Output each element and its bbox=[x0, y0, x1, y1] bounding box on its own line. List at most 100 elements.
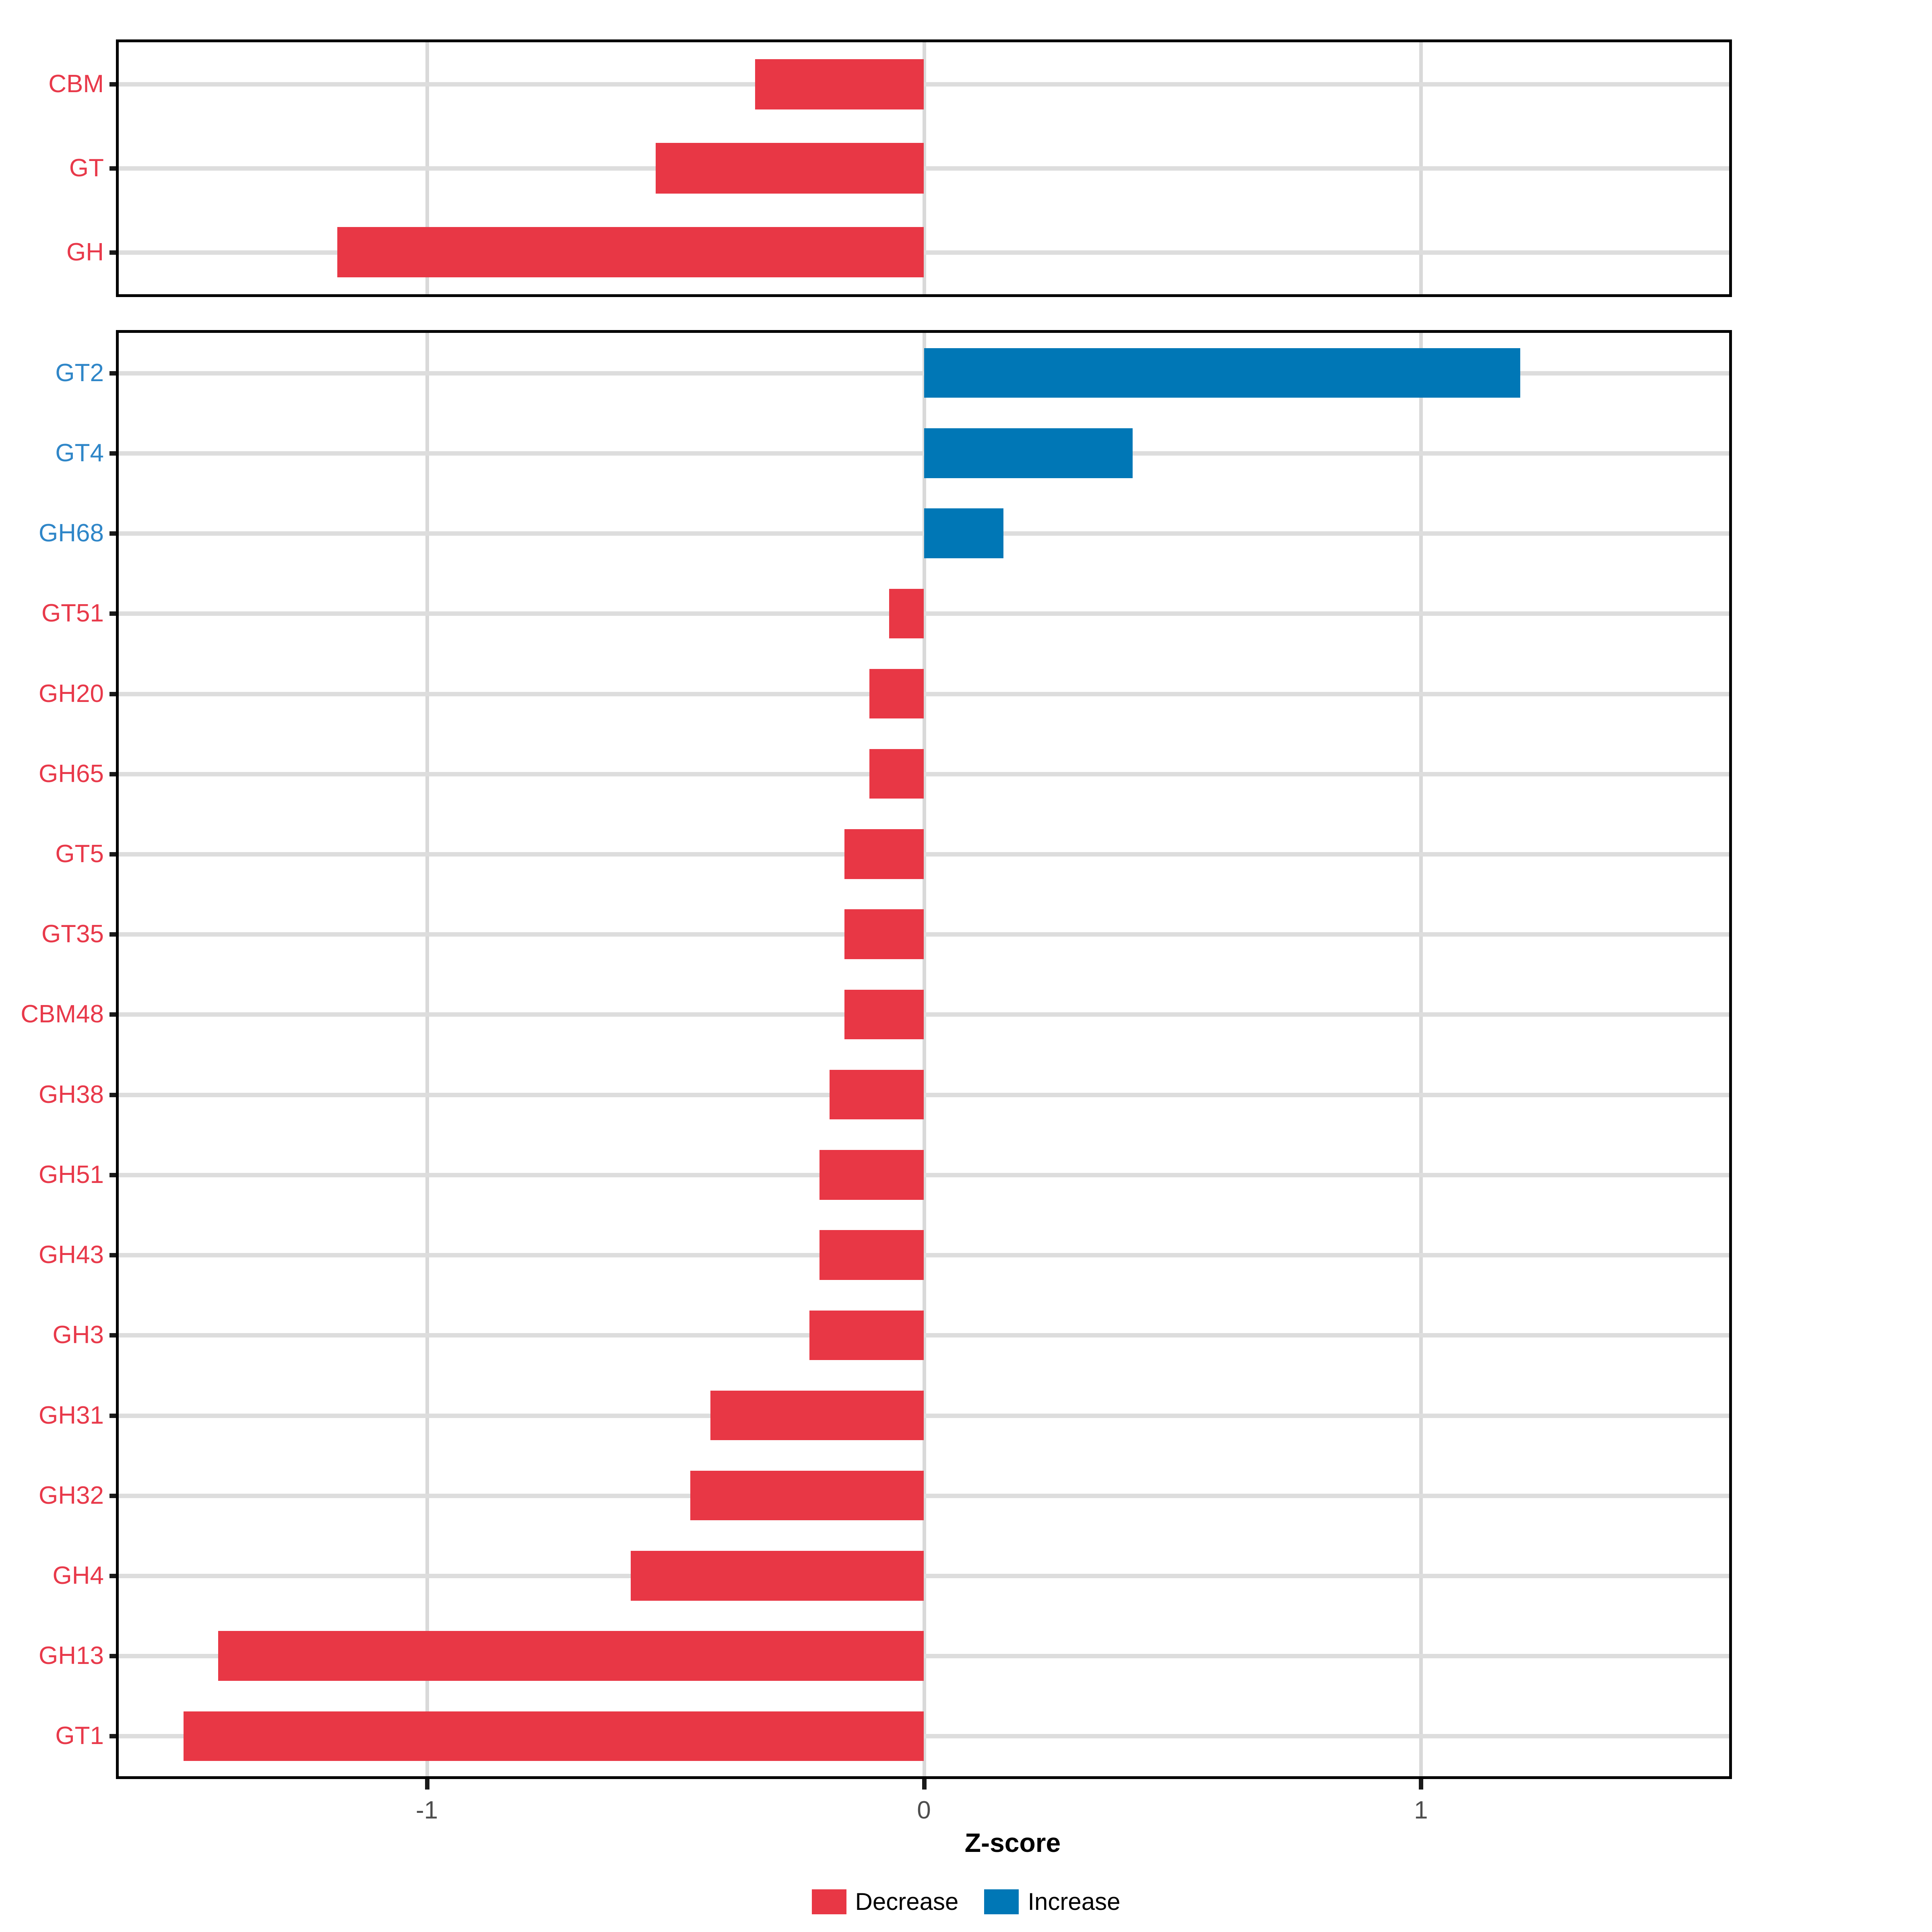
y-gridline bbox=[119, 1253, 1729, 1258]
y-gridline bbox=[119, 772, 1729, 776]
y-axis-label-GH3: GH3 bbox=[52, 1321, 104, 1349]
bar-GH20[interactable] bbox=[869, 669, 924, 719]
y-axis-label-GH20: GH20 bbox=[39, 679, 104, 708]
y-axis-label-GT: GT bbox=[69, 154, 104, 182]
bar-GT[interactable] bbox=[655, 143, 924, 194]
y-tick bbox=[109, 852, 116, 857]
y-axis-label-GH68: GH68 bbox=[39, 519, 104, 547]
y-tick bbox=[109, 1253, 116, 1258]
y-axis-label-GH32: GH32 bbox=[39, 1481, 104, 1509]
y-gridline bbox=[119, 611, 1729, 616]
bar-GH13[interactable] bbox=[218, 1631, 924, 1681]
chart-legend: Decrease Increase bbox=[0, 1888, 1932, 1915]
bar-GT35[interactable] bbox=[844, 909, 924, 959]
bar-GT2[interactable] bbox=[924, 348, 1521, 398]
bar-GT1[interactable] bbox=[183, 1711, 924, 1761]
legend-item-decrease[interactable]: Decrease bbox=[811, 1888, 959, 1915]
y-axis-label-GT4: GT4 bbox=[55, 439, 104, 467]
legend-swatch-increase-icon bbox=[984, 1889, 1019, 1914]
y-gridline bbox=[119, 1493, 1729, 1498]
y-tick bbox=[109, 1012, 116, 1017]
y-axis-label-GT1: GT1 bbox=[55, 1722, 104, 1750]
legend-item-increase[interactable]: Increase bbox=[984, 1888, 1120, 1915]
y-gridline bbox=[119, 1172, 1729, 1177]
x-tick bbox=[922, 1779, 927, 1790]
y-axis-label-GT35: GT35 bbox=[41, 920, 104, 948]
bar-GH51[interactable] bbox=[819, 1150, 924, 1200]
y-tick bbox=[109, 611, 116, 616]
bar-GH[interactable] bbox=[337, 227, 924, 278]
y-gridline bbox=[119, 1654, 1729, 1659]
y-gridline bbox=[119, 82, 1729, 87]
y-gridline bbox=[119, 932, 1729, 937]
bar-CBM[interactable] bbox=[755, 59, 924, 109]
y-tick bbox=[109, 250, 116, 255]
bar-GT51[interactable] bbox=[889, 588, 924, 639]
bar-GH4[interactable] bbox=[630, 1551, 924, 1601]
y-tick bbox=[109, 1493, 116, 1498]
bar-GH38[interactable] bbox=[829, 1069, 924, 1120]
y-gridline bbox=[119, 166, 1729, 171]
legend-swatch-decrease-icon bbox=[811, 1889, 846, 1914]
x-axis-title: Z-score bbox=[964, 1828, 1061, 1858]
bar-CBM48[interactable] bbox=[844, 989, 924, 1040]
y-axis-label-GH4: GH4 bbox=[52, 1561, 104, 1589]
panel-cazyme-family bbox=[116, 330, 1732, 1779]
plot-area-top bbox=[116, 39, 1732, 297]
y-tick bbox=[109, 1092, 116, 1097]
y-gridline bbox=[119, 250, 1729, 255]
y-tick bbox=[109, 531, 116, 536]
y-tick bbox=[109, 166, 116, 171]
y-axis-label-GH13: GH13 bbox=[39, 1642, 104, 1670]
x-gridline bbox=[922, 333, 926, 1776]
y-tick bbox=[109, 1333, 116, 1338]
y-tick bbox=[109, 1654, 116, 1659]
y-axis-label-CBM: CBM bbox=[48, 70, 104, 98]
x-gridline bbox=[1419, 333, 1423, 1776]
y-axis-label-GH38: GH38 bbox=[39, 1080, 104, 1108]
y-axis-label-GH65: GH65 bbox=[39, 760, 104, 788]
bar-GH31[interactable] bbox=[710, 1390, 924, 1441]
bar-GT4[interactable] bbox=[924, 428, 1133, 478]
y-axis-label-GH31: GH31 bbox=[39, 1401, 104, 1429]
panel-cazyme-class bbox=[116, 39, 1732, 297]
bar-GH65[interactable] bbox=[869, 749, 924, 799]
plot-area-bottom bbox=[116, 330, 1732, 1779]
y-axis-label-GH: GH bbox=[66, 238, 104, 266]
bar-GH68[interactable] bbox=[924, 508, 1004, 558]
bar-GH3[interactable] bbox=[809, 1310, 924, 1360]
y-tick bbox=[109, 1573, 116, 1578]
y-axis-label-GT51: GT51 bbox=[41, 599, 104, 627]
y-tick bbox=[109, 932, 116, 937]
y-tick bbox=[109, 371, 116, 376]
y-axis-label-CBM48: CBM48 bbox=[21, 1000, 104, 1028]
x-tick bbox=[425, 1779, 429, 1790]
y-tick bbox=[109, 1734, 116, 1739]
y-tick bbox=[109, 772, 116, 776]
x-tick-label: 0 bbox=[917, 1796, 931, 1824]
y-gridline bbox=[119, 1092, 1729, 1097]
y-tick bbox=[109, 82, 116, 87]
bar-GH32[interactable] bbox=[690, 1470, 924, 1521]
y-tick bbox=[109, 451, 116, 456]
y-tick bbox=[109, 1413, 116, 1418]
y-gridline bbox=[119, 1573, 1729, 1578]
y-axis-label-GT5: GT5 bbox=[55, 840, 104, 868]
y-tick bbox=[109, 1172, 116, 1177]
bar-GH43[interactable] bbox=[819, 1230, 924, 1280]
y-axis-label-GH51: GH51 bbox=[39, 1160, 104, 1189]
y-gridline bbox=[119, 1333, 1729, 1338]
y-gridline bbox=[119, 1012, 1729, 1017]
y-gridline bbox=[119, 1413, 1729, 1418]
y-axis-label-GT2: GT2 bbox=[55, 359, 104, 387]
x-tick-label: -1 bbox=[416, 1796, 438, 1824]
legend-label: Decrease bbox=[855, 1888, 959, 1915]
x-tick bbox=[1419, 1779, 1424, 1790]
x-gridline bbox=[425, 333, 429, 1776]
y-gridline bbox=[119, 852, 1729, 857]
bar-GT5[interactable] bbox=[844, 829, 924, 879]
y-tick bbox=[109, 691, 116, 696]
y-gridline bbox=[119, 1734, 1729, 1739]
legend-label: Increase bbox=[1028, 1888, 1121, 1915]
